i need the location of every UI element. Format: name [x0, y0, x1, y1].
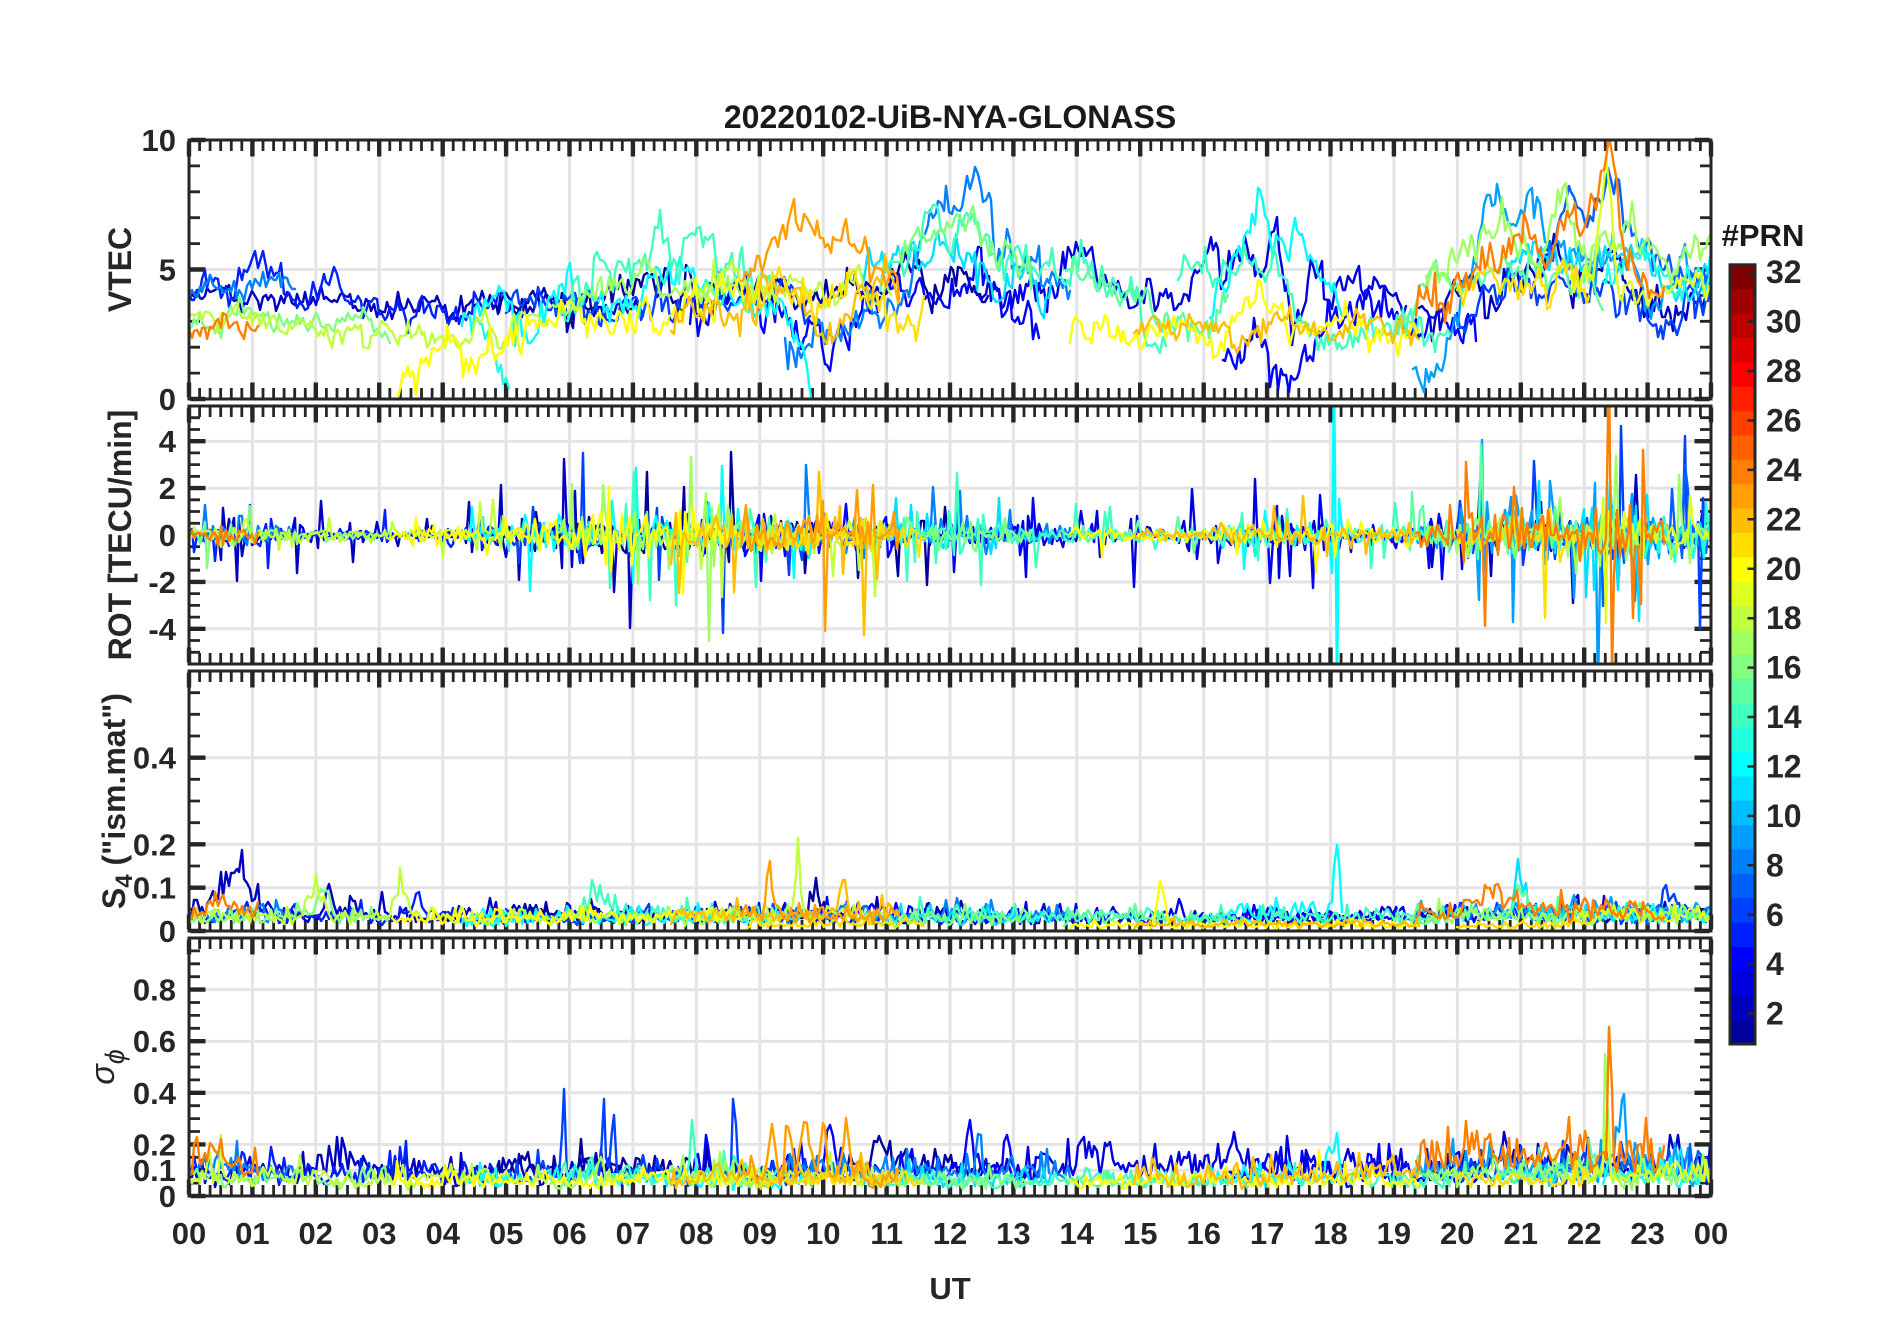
svg-text:09: 09 [743, 1216, 777, 1251]
svg-text:16: 16 [1186, 1216, 1220, 1251]
svg-text:19: 19 [1377, 1216, 1411, 1251]
svg-text:0.4: 0.4 [133, 1076, 177, 1111]
svg-text:2: 2 [159, 471, 176, 506]
svg-text:VTEC: VTEC [102, 227, 138, 312]
svg-text:15: 15 [1123, 1216, 1157, 1251]
svg-text:5: 5 [159, 253, 176, 288]
svg-text:20220102-UiB-NYA-GLONASS: 20220102-UiB-NYA-GLONASS [724, 99, 1176, 135]
svg-text:0.4: 0.4 [133, 741, 177, 776]
svg-text:26: 26 [1766, 403, 1802, 439]
svg-text:0: 0 [159, 518, 176, 553]
svg-text:0: 0 [159, 382, 176, 417]
svg-text:10: 10 [142, 123, 176, 158]
svg-text:18: 18 [1766, 600, 1802, 636]
svg-text:10: 10 [806, 1216, 840, 1251]
svg-text:#PRN: #PRN [1722, 218, 1805, 253]
svg-text:01: 01 [235, 1216, 269, 1251]
svg-text:32: 32 [1766, 254, 1802, 290]
svg-text:16: 16 [1766, 650, 1802, 686]
svg-text:12: 12 [1766, 749, 1802, 785]
svg-text:0.6: 0.6 [133, 1024, 176, 1059]
svg-text:22: 22 [1766, 501, 1802, 537]
svg-text:06: 06 [552, 1216, 586, 1251]
svg-text:22: 22 [1567, 1216, 1601, 1251]
svg-text:11: 11 [870, 1216, 903, 1251]
svg-text:0: 0 [159, 914, 176, 949]
svg-text:20: 20 [1440, 1216, 1474, 1251]
svg-text:6: 6 [1766, 897, 1784, 933]
svg-text:23: 23 [1630, 1216, 1664, 1251]
svg-text:02: 02 [299, 1216, 333, 1251]
svg-text:05: 05 [489, 1216, 523, 1251]
svg-text:8: 8 [1766, 847, 1784, 883]
svg-text:00: 00 [1694, 1216, 1728, 1251]
svg-text:30: 30 [1766, 304, 1802, 340]
svg-text:14: 14 [1766, 699, 1802, 735]
svg-text:28: 28 [1766, 353, 1802, 389]
svg-text:-4: -4 [148, 612, 176, 647]
svg-text:2: 2 [1766, 996, 1784, 1032]
svg-text:0.1: 0.1 [133, 1153, 176, 1188]
svg-text:07: 07 [616, 1216, 650, 1251]
svg-text:21: 21 [1504, 1216, 1538, 1251]
svg-text:-2: -2 [148, 565, 176, 600]
svg-text:18: 18 [1313, 1216, 1347, 1251]
svg-text:17: 17 [1250, 1216, 1284, 1251]
svg-text:0.2: 0.2 [133, 1127, 176, 1162]
svg-text:20: 20 [1766, 551, 1802, 587]
svg-text:S4 ("ism.mat"): S4 ("ism.mat") [96, 693, 138, 909]
svg-text:03: 03 [362, 1216, 396, 1251]
svg-text:24: 24 [1766, 452, 1802, 488]
svg-text:08: 08 [679, 1216, 713, 1251]
svg-text:12: 12 [933, 1216, 967, 1251]
svg-text:0.8: 0.8 [133, 973, 176, 1008]
svg-text:4: 4 [159, 424, 177, 459]
svg-text:04: 04 [425, 1216, 460, 1251]
svg-text:0: 0 [159, 1179, 176, 1214]
svg-text:UT: UT [929, 1271, 970, 1306]
svg-text:4: 4 [1766, 946, 1784, 982]
svg-text:14: 14 [1060, 1216, 1095, 1251]
svg-text:0.2: 0.2 [133, 827, 176, 862]
svg-text:10: 10 [1766, 798, 1802, 834]
svg-text:0.1: 0.1 [133, 871, 176, 906]
svg-text:ROT [TECU/min]: ROT [TECU/min] [102, 410, 138, 661]
svg-text:13: 13 [996, 1216, 1030, 1251]
svg-text:00: 00 [172, 1216, 206, 1251]
